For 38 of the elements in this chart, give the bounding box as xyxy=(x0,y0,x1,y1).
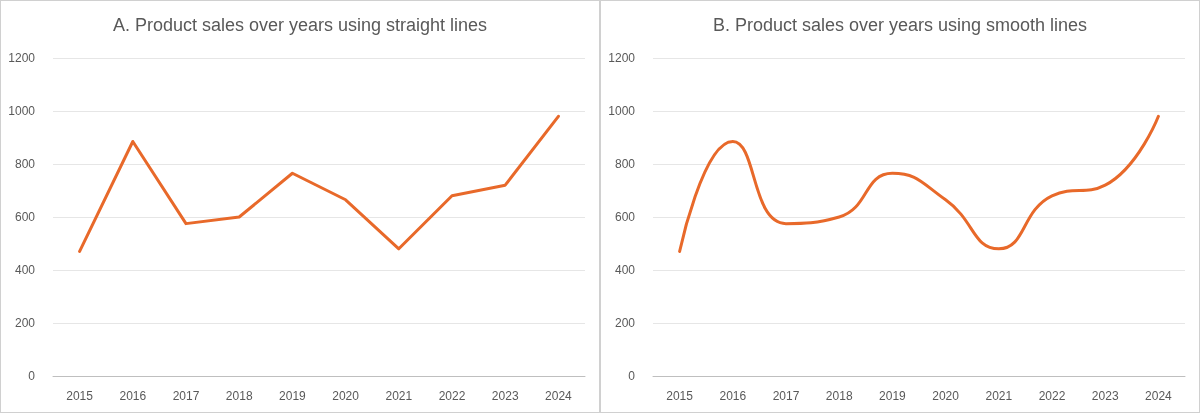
x-tick-label: 2023 xyxy=(1091,389,1119,403)
line-series xyxy=(678,114,1160,253)
y-tick-label: 400 xyxy=(614,263,636,277)
y-tick-label: 0 xyxy=(28,369,36,383)
x-tick-label: 2017 xyxy=(772,389,800,403)
x-tick-label: 2021 xyxy=(385,389,413,403)
y-tick-label: 600 xyxy=(614,210,636,224)
x-tick-label: 2016 xyxy=(119,389,147,403)
y-tick-label: 800 xyxy=(14,157,36,171)
y-tick-label: 200 xyxy=(14,316,36,330)
y-tick-label: 1200 xyxy=(8,51,36,65)
x-tick-label: 2024 xyxy=(1145,389,1173,403)
x-tick-label: 2022 xyxy=(1038,389,1066,403)
x-tick-label: 2015 xyxy=(66,389,94,403)
x-tick-label: 2024 xyxy=(545,389,573,403)
y-tick-label: 1000 xyxy=(608,104,636,118)
x-tick-label: 2015 xyxy=(666,389,694,403)
x-tick-label: 2021 xyxy=(985,389,1013,403)
y-tick-label: 0 xyxy=(628,369,636,383)
y-tick-label: 600 xyxy=(14,210,36,224)
y-tick-label: 1000 xyxy=(8,104,36,118)
x-tick-label: 2020 xyxy=(932,389,960,403)
x-tick-label: 2023 xyxy=(491,389,519,403)
x-tick-label: 2017 xyxy=(172,389,200,403)
chart-title: A. Product sales over years using straight lines xyxy=(112,15,488,35)
x-tick-label: 2019 xyxy=(279,389,307,403)
y-tick-label: 200 xyxy=(614,316,636,330)
x-tick-label: 2020 xyxy=(332,389,360,403)
x-tick-label: 2016 xyxy=(719,389,747,403)
y-tick-label: 800 xyxy=(614,157,636,171)
line-series xyxy=(78,114,560,253)
chart-title: B. Product sales over years using smooth lines xyxy=(712,15,1088,35)
y-tick-label: 1200 xyxy=(608,51,636,65)
x-tick-label: 2022 xyxy=(438,389,466,403)
x-tick-label: 2019 xyxy=(879,389,907,403)
y-tick-label: 400 xyxy=(14,263,36,277)
x-tick-label: 2018 xyxy=(825,389,853,403)
x-tick-label: 2018 xyxy=(225,389,253,403)
